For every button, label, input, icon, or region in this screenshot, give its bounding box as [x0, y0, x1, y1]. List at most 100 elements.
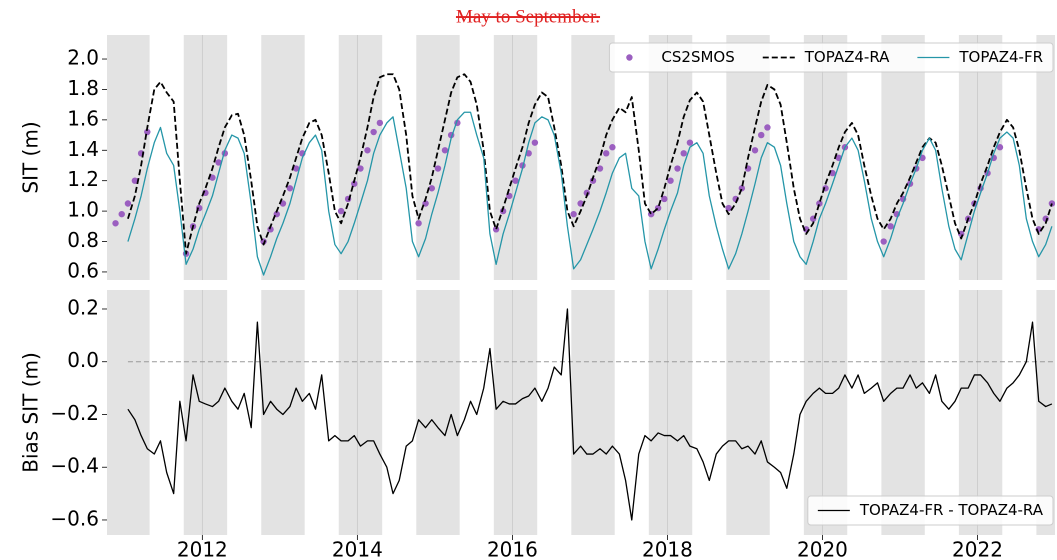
y-tick-label: 1.6 — [67, 106, 99, 130]
y-tick-label: 2.0 — [67, 46, 99, 70]
shaded-span — [183, 35, 228, 280]
data-point — [364, 147, 371, 154]
data-point — [112, 220, 119, 227]
legend-item: TOPAZ4-FR - TOPAZ4-RA — [817, 501, 1044, 519]
y-tick-label: −0.6 — [50, 506, 99, 530]
data-point — [758, 131, 765, 139]
data-point — [415, 220, 422, 227]
shaded-span — [493, 35, 538, 280]
data-point — [880, 238, 887, 245]
y-tick-label: 0.2 — [67, 295, 99, 319]
data-point — [751, 147, 759, 154]
y-tick-label: 0.8 — [67, 228, 99, 252]
shaded-span — [571, 35, 615, 280]
data-point — [337, 207, 345, 215]
x-tick-label: 2022 — [952, 538, 1003, 560]
legend-label: TOPAZ4-FR — [958, 48, 1043, 66]
legend: CS2SMOS TOPAZ4-RA TOPAZ4-FR — [608, 42, 1054, 73]
shaded-span — [1036, 35, 1055, 280]
data-point — [118, 210, 125, 218]
series-line — [127, 73, 1053, 255]
series-line — [127, 308, 1053, 521]
shaded-span — [571, 290, 615, 535]
x-tick-label: 2018 — [642, 538, 693, 560]
y-tick-label: 1.8 — [67, 76, 99, 100]
x-tick-label: 2012 — [177, 538, 228, 560]
data-point — [131, 177, 139, 184]
data-point — [144, 128, 151, 136]
data-point — [583, 189, 591, 197]
shaded-span — [881, 35, 925, 280]
shaded-span — [107, 290, 150, 535]
data-point — [292, 165, 300, 172]
data-point — [286, 185, 294, 192]
y-tick-label: 0.6 — [67, 258, 99, 282]
data-point — [602, 150, 610, 157]
data-point — [357, 165, 364, 172]
shaded-span — [261, 290, 305, 535]
plot-area — [107, 35, 1055, 280]
shaded-span — [416, 35, 460, 280]
legend-item: CS2SMOS — [626, 48, 735, 66]
data-point — [589, 177, 597, 184]
y-axis-label: Bias SIT (m) — [19, 352, 43, 473]
y-tick-label: −0.4 — [50, 454, 99, 478]
shaded-span — [416, 290, 460, 535]
legend-marker — [626, 54, 633, 61]
series-line — [127, 111, 1053, 276]
data-point — [661, 195, 668, 203]
data-point — [686, 139, 694, 146]
data-point — [887, 223, 894, 230]
shaded-span — [648, 290, 693, 535]
shaded-span — [803, 290, 848, 535]
data-point — [531, 139, 539, 146]
legend-item: TOPAZ4-RA — [762, 48, 890, 66]
data-point — [492, 226, 500, 233]
y-axis-label: SIT (m) — [19, 121, 43, 193]
x-tick-label: 2020 — [797, 538, 848, 560]
y-tick-label: 1.2 — [67, 167, 99, 191]
data-point — [816, 200, 823, 207]
data-point — [609, 144, 616, 151]
data-point — [764, 124, 771, 131]
legend-label: TOPAZ4-RA — [804, 48, 890, 66]
data-point — [499, 207, 507, 215]
legend-label: TOPAZ4-FR - TOPAZ4-RA — [859, 501, 1044, 519]
shaded-span — [881, 290, 925, 535]
legend: TOPAZ4-FR - TOPAZ4-RA — [807, 495, 1054, 526]
legend-item: TOPAZ4-FR — [917, 48, 1043, 66]
data-point — [996, 144, 1004, 151]
data-point — [209, 174, 216, 181]
data-point — [428, 185, 435, 192]
chart-title: May to September. — [456, 6, 600, 27]
shaded-span — [338, 35, 383, 280]
data-point — [124, 200, 132, 207]
data-point — [370, 128, 377, 136]
y-tick-label: −0.2 — [50, 401, 99, 425]
shaded-span — [261, 35, 305, 280]
data-point — [570, 210, 577, 218]
data-point — [434, 165, 442, 172]
shaded-span — [493, 290, 538, 535]
plot-area — [107, 290, 1055, 535]
y-tick-label: 1.0 — [67, 198, 99, 222]
data-point — [667, 177, 674, 184]
data-point — [596, 165, 604, 172]
shaded-span — [183, 290, 228, 535]
data-point — [215, 159, 222, 166]
shaded-span — [338, 290, 383, 535]
data-point — [512, 177, 519, 184]
shaded-span — [648, 35, 693, 280]
data-point — [674, 165, 681, 172]
data-point — [351, 180, 358, 187]
legend-box — [608, 42, 1054, 73]
x-tick-label: 2016 — [487, 538, 538, 560]
y-tick-label: 1.4 — [67, 137, 99, 161]
y-tick-label: 0.0 — [67, 348, 99, 372]
data-point — [441, 147, 449, 154]
x-tick-label: 2014 — [332, 538, 383, 560]
shaded-span — [1036, 290, 1055, 535]
legend-label: CS2SMOS — [661, 48, 734, 66]
